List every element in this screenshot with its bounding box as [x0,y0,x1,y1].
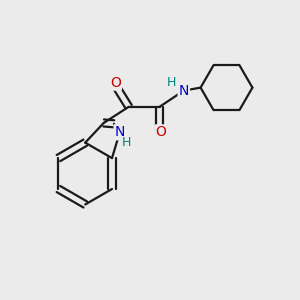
Text: N: N [115,125,125,139]
Text: H: H [122,136,131,149]
Text: N: N [178,84,189,98]
Text: O: O [110,76,121,90]
Text: H: H [167,76,176,89]
Text: O: O [156,125,167,140]
